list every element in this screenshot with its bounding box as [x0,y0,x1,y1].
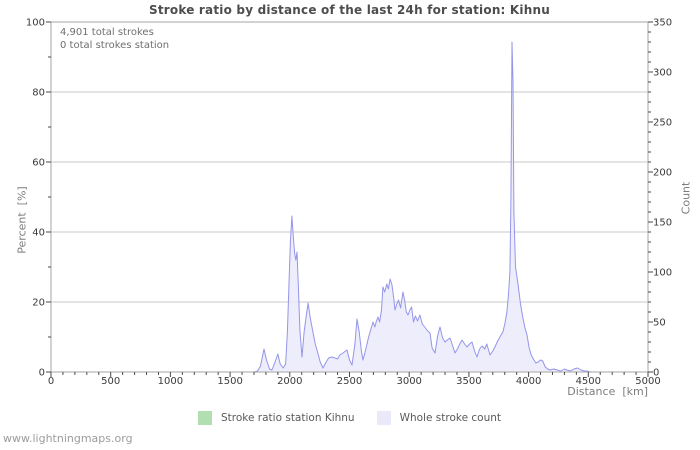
svg-text:3000: 3000 [396,376,421,387]
total-strokes-station-text: 0 total strokes station [60,40,170,51]
svg-text:1500: 1500 [217,376,242,387]
svg-text:0: 0 [653,368,659,379]
svg-text:20: 20 [32,298,45,309]
legend-label-whole-stroke-count: Whole stroke count [399,412,501,424]
svg-text:1000: 1000 [158,376,183,387]
svg-text:2000: 2000 [277,376,302,387]
x-axis-title-distance: Distance [km] [567,385,648,398]
svg-text:500: 500 [101,376,120,387]
svg-text:0: 0 [48,376,54,387]
svg-text:150: 150 [653,218,672,229]
svg-text:2500: 2500 [337,376,362,387]
svg-text:0: 0 [39,368,45,379]
svg-text:60: 60 [32,158,45,169]
total-strokes-text: 4,901 total strokes [60,27,154,38]
svg-text:50: 50 [653,318,666,329]
chart-annotation: 4,901 total strokes 0 total strokes stat… [60,26,169,52]
legend-swatch-lavender [376,411,391,425]
svg-text:200: 200 [653,168,672,179]
y-axis-title-count: Count [679,181,693,215]
svg-text:80: 80 [32,88,45,99]
svg-text:300: 300 [653,68,672,79]
chart-legend: Stroke ratio station Kihnu Whole stroke … [51,410,648,426]
svg-text:350: 350 [653,18,672,29]
chart-title: Stroke ratio by distance of the last 24h… [149,3,550,17]
svg-text:250: 250 [653,118,672,129]
svg-text:4500: 4500 [576,376,601,387]
svg-text:40: 40 [32,228,45,239]
svg-text:4000: 4000 [516,376,541,387]
svg-text:3500: 3500 [456,376,481,387]
legend-swatch-green [198,411,212,425]
svg-text:5000: 5000 [635,376,660,387]
svg-text:100: 100 [653,268,672,279]
legend-label-stroke-ratio: Stroke ratio station Kihnu [221,412,355,424]
legend-item-stroke-ratio: Stroke ratio station Kihnu [198,411,355,425]
svg-text:100: 100 [26,18,45,29]
watermark-site-url: www.lightningmaps.org [3,432,133,445]
legend-item-whole-stroke-count: Whole stroke count [376,411,501,425]
y-axis-title-percent: Percent [%] [15,186,29,254]
